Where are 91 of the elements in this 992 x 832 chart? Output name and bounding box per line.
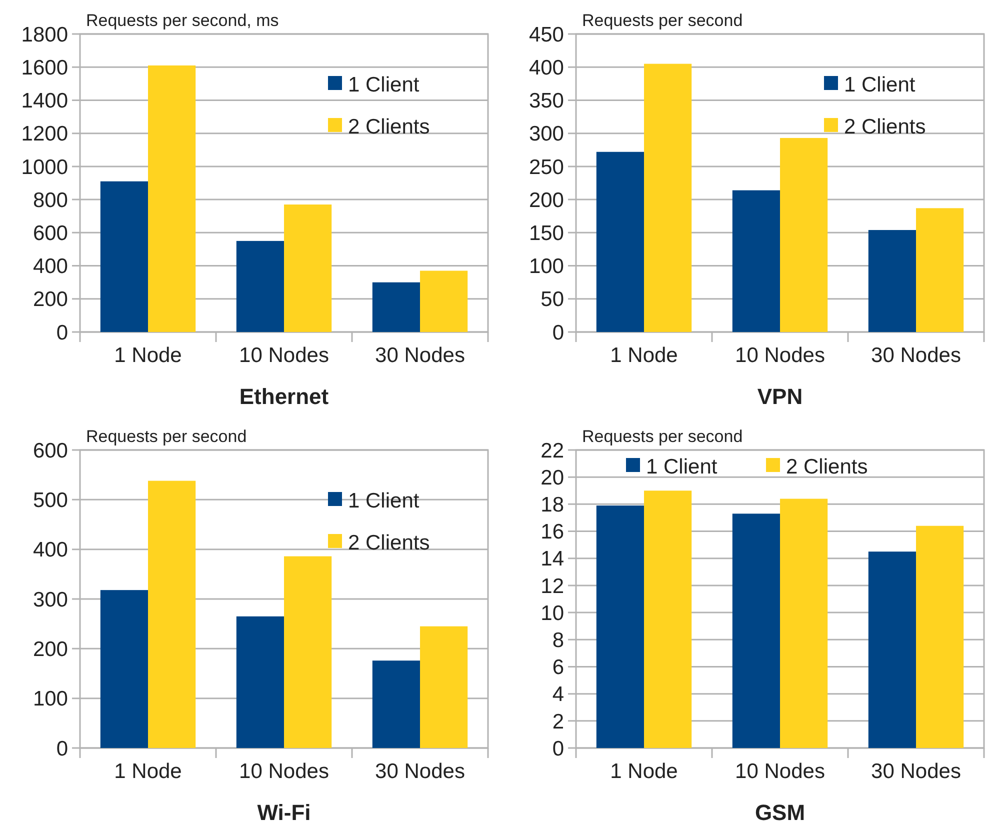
y-tick-label: 400 <box>32 255 68 278</box>
bar <box>372 282 420 332</box>
y-tick-label: 100 <box>528 255 564 278</box>
y-tick-label: 4 <box>552 683 564 706</box>
y-tick-label: 400 <box>528 56 564 80</box>
y-tick-label: 6 <box>552 656 564 680</box>
bar <box>916 526 964 748</box>
legend-label: 2 Clients <box>844 115 926 138</box>
x-tick-label: 1 Node <box>610 760 678 783</box>
bar <box>420 270 468 332</box>
legend-label: 1 Client <box>844 73 916 96</box>
y-tick-label: 350 <box>528 90 564 113</box>
y-tick-label: 600 <box>32 439 68 462</box>
y-tick-label: 1000 <box>21 156 68 179</box>
bar <box>644 490 692 748</box>
y-tick-label: 100 <box>32 688 68 711</box>
y-tick-label: 450 <box>528 23 564 46</box>
bar <box>868 552 916 748</box>
bar <box>596 152 644 332</box>
y-tick-label: 500 <box>32 489 68 512</box>
y-tick-label: 0 <box>552 737 564 760</box>
x-tick-label: 10 Nodes <box>239 760 329 783</box>
x-tick-label: 30 Nodes <box>871 760 961 783</box>
y-tick-label: 200 <box>32 288 68 312</box>
y-tick-label: 12 <box>540 574 564 598</box>
bar <box>732 514 780 748</box>
y-tick-label: 300 <box>32 588 68 612</box>
legend-label: 2 Clients <box>348 115 430 138</box>
legend-label: 1 Client <box>646 455 718 478</box>
bar <box>372 660 420 748</box>
bar <box>780 138 828 332</box>
y-axis-title: Requests per second <box>582 427 743 446</box>
bar <box>420 626 468 748</box>
x-tick-label: 1 Node <box>610 344 678 367</box>
x-axis-title: Ethernet <box>239 384 330 409</box>
y-axis-title: Requests per second, ms <box>86 11 279 30</box>
x-tick-label: 30 Nodes <box>871 344 961 367</box>
x-axis-title: VPN <box>757 384 803 409</box>
bar <box>284 204 332 332</box>
y-tick-label: 400 <box>32 538 68 562</box>
y-tick-label: 16 <box>540 520 564 544</box>
bar <box>236 616 284 748</box>
bar <box>732 190 780 332</box>
bar <box>236 240 284 332</box>
x-tick-label: 10 Nodes <box>735 760 825 783</box>
y-tick-label: 800 <box>32 188 68 212</box>
y-tick-label: 300 <box>528 122 564 146</box>
y-tick-label: 1800 <box>21 23 68 46</box>
x-tick-label: 1 Node <box>114 760 182 783</box>
y-tick-label: 1400 <box>21 90 68 113</box>
y-tick-label: 14 <box>540 548 564 571</box>
y-tick-label: 0 <box>552 321 564 344</box>
bar <box>284 556 332 748</box>
bar <box>148 65 196 332</box>
x-tick-label: 30 Nodes <box>375 344 465 367</box>
y-tick-label: 0 <box>56 321 68 344</box>
y-tick-label: 150 <box>528 222 564 246</box>
y-tick-label: 22 <box>540 439 564 462</box>
y-tick-label: 20 <box>540 466 564 490</box>
bar <box>644 64 692 332</box>
x-tick-label: 10 Nodes <box>239 344 329 367</box>
bar <box>100 590 148 748</box>
y-tick-label: 50 <box>540 288 564 312</box>
bar <box>148 480 196 748</box>
legend-label: 2 Clients <box>348 531 430 554</box>
bar <box>868 230 916 332</box>
y-tick-label: 200 <box>32 638 68 662</box>
bar <box>596 506 644 748</box>
legend-label: 1 Client <box>348 73 420 96</box>
bar <box>916 208 964 332</box>
y-axis-title: Requests per second <box>582 11 743 30</box>
x-tick-label: 10 Nodes <box>735 344 825 367</box>
x-axis-title: Wi-Fi <box>257 800 311 825</box>
x-axis-title: GSM <box>754 800 806 825</box>
y-tick-label: 10 <box>540 602 564 625</box>
bar <box>780 498 828 748</box>
y-tick-label: 18 <box>540 494 564 517</box>
legend-label: 1 Client <box>348 489 420 512</box>
y-tick-label: 0 <box>56 737 68 760</box>
y-axis-title: Requests per second <box>86 427 247 446</box>
legend-label: 2 Clients <box>786 455 868 478</box>
y-tick-label: 1600 <box>21 56 68 80</box>
x-tick-label: 1 Node <box>114 344 182 367</box>
y-tick-label: 1200 <box>21 122 68 146</box>
x-tick-label: 30 Nodes <box>375 760 465 783</box>
y-tick-label: 200 <box>528 188 564 212</box>
bar <box>100 181 148 332</box>
y-tick-label: 2 <box>552 710 564 734</box>
y-tick-label: 250 <box>528 156 564 179</box>
y-tick-label: 8 <box>552 628 564 652</box>
y-tick-label: 600 <box>32 222 68 246</box>
